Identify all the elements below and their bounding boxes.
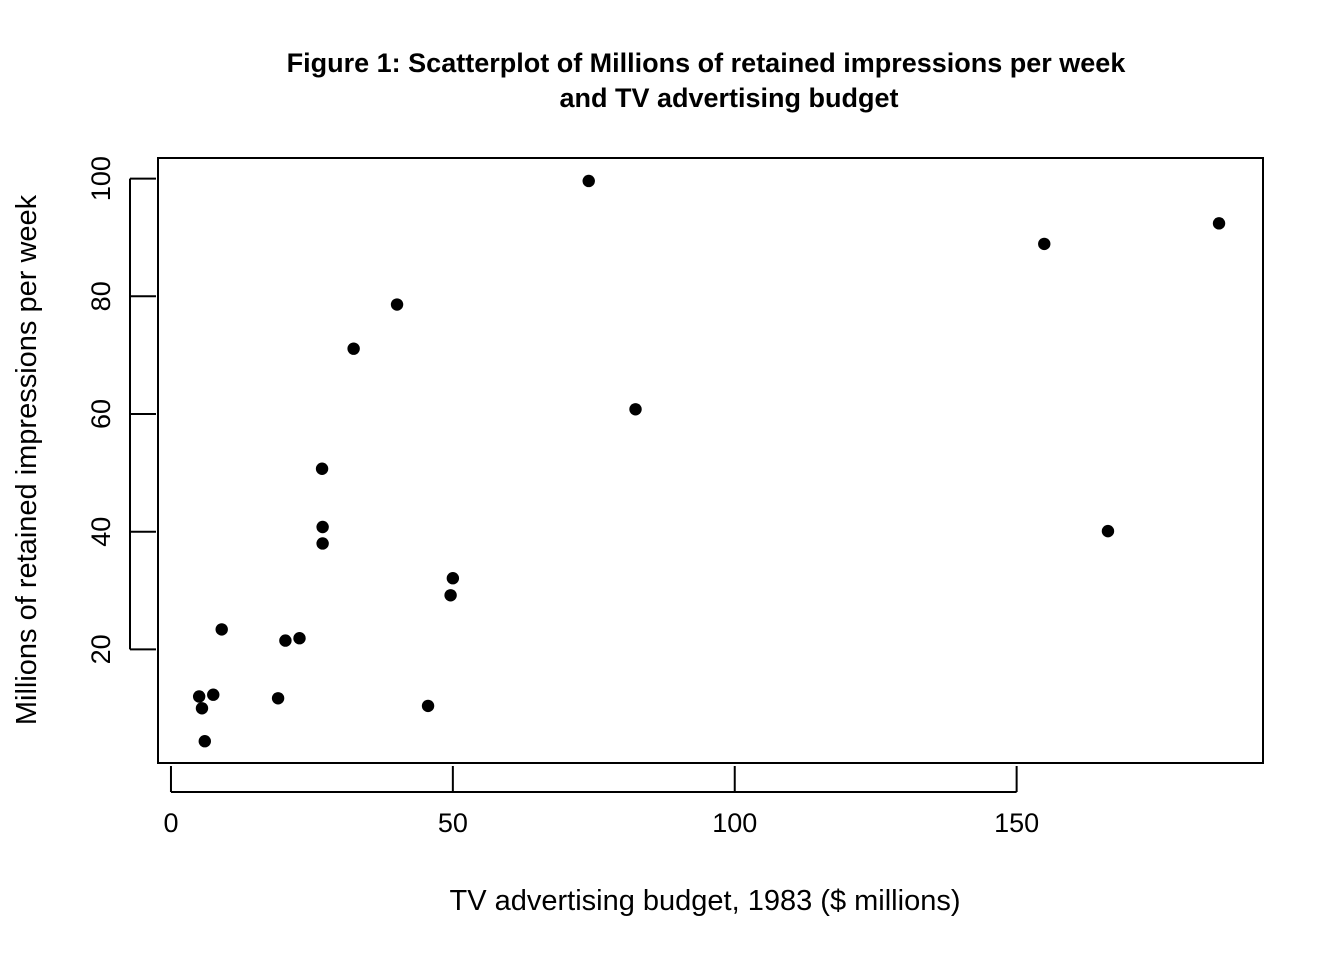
- x-tick-label: 150: [994, 808, 1039, 838]
- data-point: [316, 520, 329, 534]
- x-tick-label: 0: [163, 808, 178, 838]
- data-point: [207, 688, 220, 701]
- chart-title: Figure 1: Scatterplot of Millions of ret…: [287, 48, 1127, 113]
- data-points: [192, 174, 1226, 748]
- chart-title-line-1: Figure 1: Scatterplot of Millions of ret…: [287, 48, 1127, 78]
- data-point: [1212, 217, 1226, 230]
- data-point: [198, 735, 211, 748]
- x-axis: 0 50 100 150: [163, 766, 1039, 838]
- y-axis-title: Millions of retained impressions per wee…: [11, 194, 43, 725]
- data-point: [582, 174, 595, 188]
- plot-area-frame: [157, 157, 1264, 764]
- y-tick-label: 100: [86, 156, 116, 201]
- chart-title-line-2: and TV advertising budget: [559, 83, 898, 113]
- data-point: [1038, 237, 1051, 251]
- data-point: [192, 690, 206, 703]
- data-point: [279, 634, 292, 647]
- y-tick-label: 80: [86, 281, 116, 311]
- data-point: [316, 537, 329, 550]
- data-point: [446, 572, 460, 585]
- data-point: [215, 623, 228, 636]
- data-point: [444, 589, 457, 602]
- data-point: [629, 403, 642, 416]
- y-tick-label: 20: [86, 634, 116, 664]
- data-point: [271, 692, 285, 705]
- data-point: [347, 342, 360, 355]
- data-point: [1101, 524, 1115, 538]
- x-tick-label: 100: [712, 808, 757, 838]
- data-point: [195, 702, 209, 715]
- y-tick-label: 60: [86, 399, 116, 429]
- y-axis: 20 40 60 80 100: [86, 156, 156, 664]
- data-point: [315, 462, 329, 475]
- y-tick-label: 40: [86, 517, 116, 547]
- data-point: [390, 298, 404, 311]
- x-tick-label: 50: [438, 808, 468, 838]
- data-point: [293, 632, 306, 645]
- data-point: [421, 699, 435, 713]
- x-axis-title: TV advertising budget, 1983 ($ millions): [450, 885, 961, 917]
